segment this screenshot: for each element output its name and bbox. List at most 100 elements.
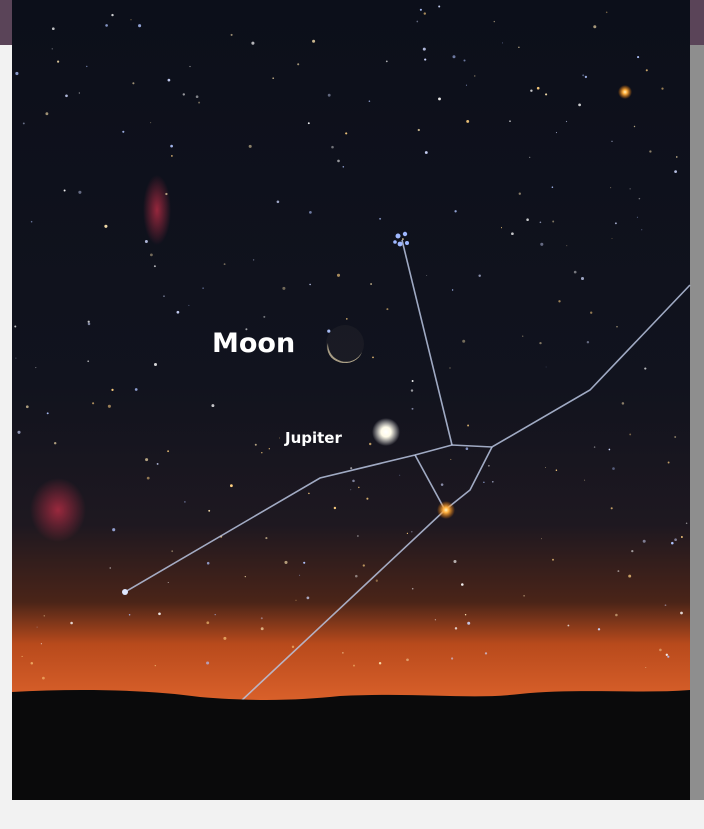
star — [78, 191, 81, 194]
nebula — [30, 478, 86, 542]
star — [435, 619, 436, 620]
star — [41, 643, 42, 644]
star — [372, 357, 374, 359]
star — [105, 24, 108, 27]
star — [308, 493, 310, 495]
star — [671, 542, 674, 545]
star — [502, 42, 503, 43]
star — [282, 287, 285, 290]
star — [615, 614, 618, 617]
star — [346, 318, 348, 320]
star — [369, 443, 371, 445]
star — [352, 480, 355, 483]
star — [618, 85, 632, 99]
star — [272, 77, 274, 79]
star — [376, 580, 378, 582]
star — [331, 146, 334, 149]
star — [386, 308, 388, 310]
star — [334, 507, 336, 509]
star — [35, 367, 36, 368]
star — [255, 444, 257, 446]
star — [337, 160, 340, 163]
jupiter — [372, 418, 400, 446]
star — [207, 562, 210, 565]
star — [616, 326, 617, 327]
star — [552, 559, 554, 561]
star — [462, 340, 465, 343]
star — [674, 170, 677, 173]
star — [15, 72, 18, 75]
star — [578, 104, 581, 107]
star — [423, 48, 426, 51]
star — [208, 510, 210, 512]
star — [556, 469, 557, 470]
star — [154, 363, 157, 366]
star — [189, 66, 190, 67]
star — [418, 129, 420, 131]
star — [350, 467, 352, 469]
star — [65, 94, 68, 97]
star — [483, 482, 484, 483]
star — [615, 222, 617, 224]
star — [350, 489, 351, 490]
star — [412, 408, 414, 410]
star — [167, 450, 169, 452]
star — [558, 300, 560, 302]
star — [622, 402, 625, 405]
star — [261, 627, 264, 630]
star — [188, 305, 189, 306]
star — [523, 595, 525, 597]
star — [265, 537, 267, 539]
star — [637, 56, 639, 58]
star — [450, 368, 451, 369]
star — [467, 425, 469, 427]
star — [416, 21, 418, 23]
star — [402, 238, 404, 240]
star — [552, 186, 554, 188]
star — [14, 326, 16, 328]
star — [674, 538, 677, 541]
star — [501, 227, 502, 228]
corner — [690, 0, 704, 45]
star — [386, 61, 388, 63]
star — [147, 477, 150, 480]
star — [611, 141, 612, 142]
star — [540, 243, 543, 246]
star — [379, 218, 381, 220]
star — [165, 193, 167, 195]
star — [57, 61, 59, 63]
star — [451, 657, 453, 659]
star — [649, 150, 651, 152]
star — [224, 263, 226, 265]
star — [545, 93, 547, 95]
star — [681, 536, 683, 538]
star — [674, 436, 676, 438]
star — [369, 100, 371, 102]
star — [574, 271, 577, 274]
star — [132, 82, 134, 84]
star — [552, 221, 554, 223]
star — [466, 120, 469, 123]
star — [168, 79, 171, 82]
edge — [690, 45, 704, 800]
star — [155, 665, 156, 666]
star — [545, 467, 546, 468]
star — [206, 661, 209, 664]
sky-image: Moon Jupiter — [0, 0, 704, 829]
star — [609, 449, 611, 451]
star — [453, 560, 456, 563]
star — [145, 458, 148, 461]
star — [518, 47, 519, 48]
star — [363, 564, 365, 566]
star — [23, 122, 25, 124]
jupiter-label: Jupiter — [284, 429, 342, 447]
star — [455, 627, 457, 629]
star — [309, 284, 310, 285]
star — [634, 126, 635, 127]
star — [644, 368, 646, 370]
star — [587, 341, 589, 343]
star — [441, 483, 444, 486]
star — [157, 463, 159, 465]
star — [253, 259, 254, 260]
star — [158, 612, 161, 615]
